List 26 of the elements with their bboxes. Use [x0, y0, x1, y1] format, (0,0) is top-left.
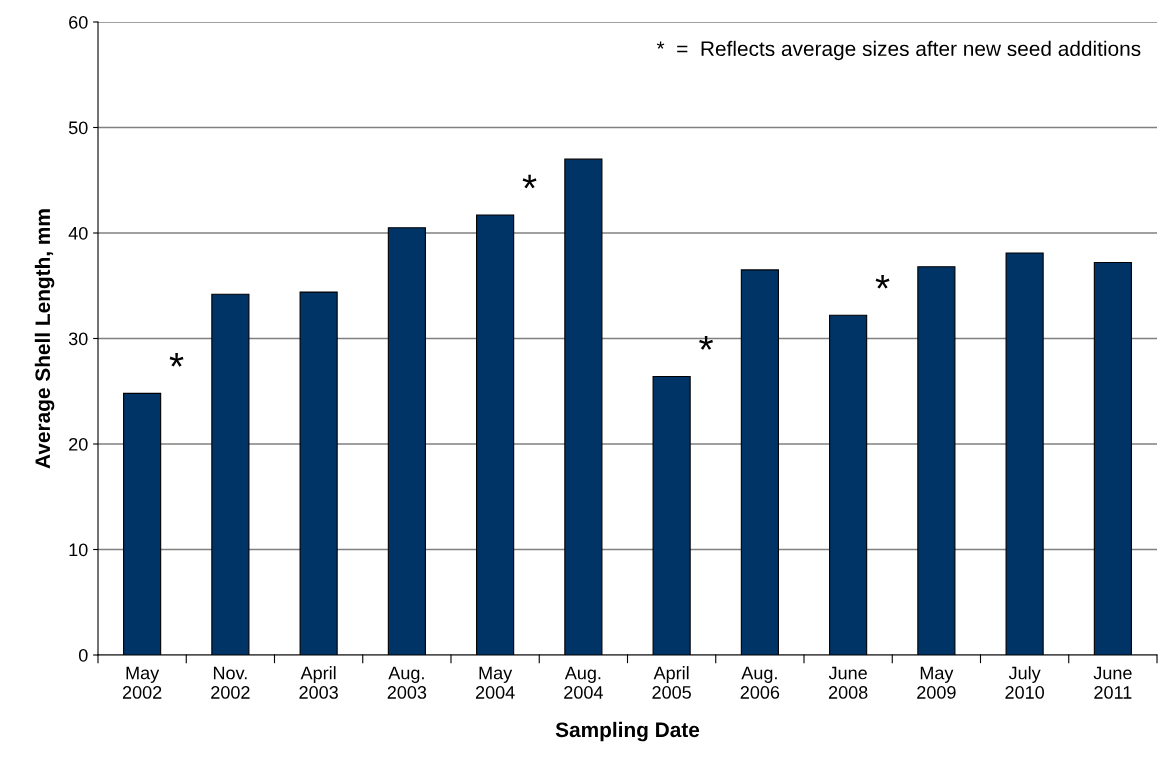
y-tick-label: 60	[69, 15, 88, 29]
x-tick-label: July 2010	[1005, 666, 1044, 699]
y-tick-label: 10	[69, 543, 88, 557]
y-tick-label: 40	[68, 226, 88, 240]
y-tick-label: 30	[68, 332, 88, 346]
x-axis-title: Sampling Date	[555, 721, 700, 742]
x-tick-label: May 2002	[122, 666, 162, 699]
annotation: *	[699, 336, 714, 350]
x-tick-label: May 2009	[917, 666, 956, 699]
y-tick-label: 50	[68, 121, 88, 135]
x-tick-label: April 2003	[299, 666, 338, 699]
x-tick-label: June 2011	[1093, 666, 1132, 699]
x-tick-label: June 2008	[828, 666, 868, 699]
annotation: *	[875, 274, 890, 289]
x-tick-label: Aug. 2006	[740, 666, 780, 699]
annotation: *	[522, 174, 537, 189]
y-tick-label: 20	[69, 437, 88, 451]
y-tick-label: 0	[78, 648, 88, 662]
x-tick-label: Aug. 2003	[387, 666, 427, 699]
annotation: * = Reflects average sizes after new seed additions	[656, 40, 1141, 61]
x-tick-label: Aug. 2004	[564, 666, 603, 699]
annotation: *	[169, 352, 184, 367]
x-tick-label: Nov. 2002	[211, 666, 250, 699]
x-tick-label: May 2004	[475, 666, 515, 699]
x-tick-label: April 2005	[652, 666, 691, 699]
y-axis-title: Average Shell Length, mm	[34, 209, 55, 469]
